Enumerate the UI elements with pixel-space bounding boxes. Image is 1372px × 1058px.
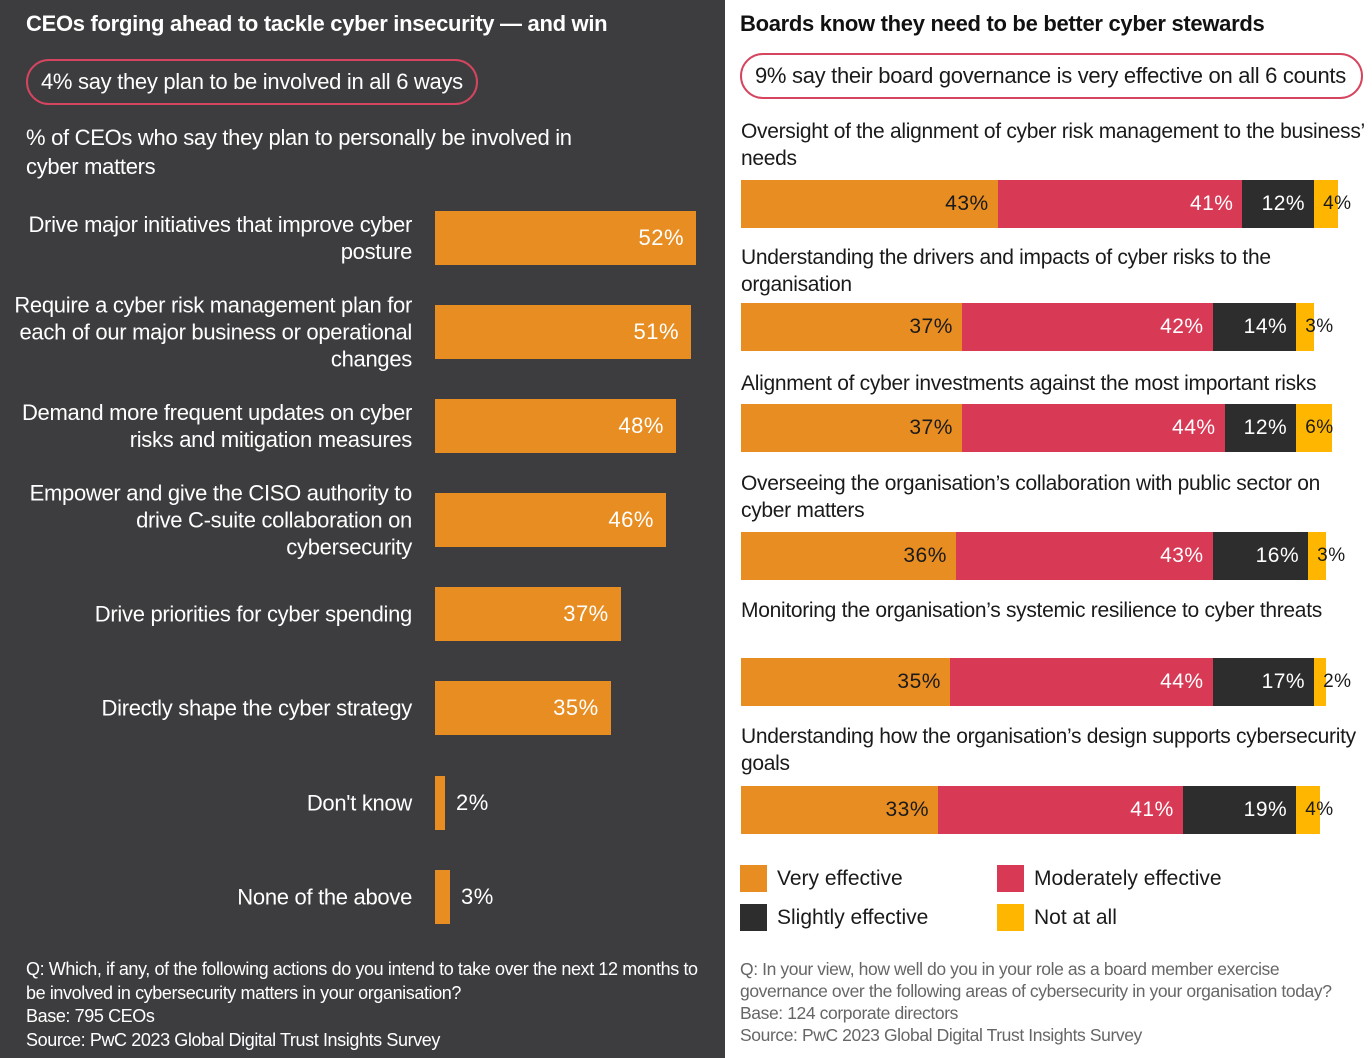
bar bbox=[435, 776, 446, 830]
legend-slightly-effective: Slightly effective bbox=[740, 904, 928, 931]
board-question: Q: In your view, how well do you in your… bbox=[740, 959, 1332, 1001]
ceo-panel-title: CEOs forging ahead to tackle cyber insec… bbox=[26, 11, 608, 36]
legend-moderately-effective: Moderately effective bbox=[997, 865, 1222, 892]
legend-very-effective: Very effective bbox=[740, 865, 903, 892]
segment-not-at-all: 2% bbox=[1314, 658, 1351, 706]
segment-not-at-all: 3% bbox=[1308, 532, 1345, 580]
segment-not-at-all: 6% bbox=[1296, 404, 1333, 452]
board-callout: 9% say their board governance is very ef… bbox=[740, 53, 1363, 99]
legend-not-at-all: Not at all bbox=[997, 904, 1117, 931]
bar bbox=[435, 211, 697, 265]
ceo-question: Q: Which, if any, of the following actio… bbox=[26, 959, 698, 1003]
category-label: Understanding the drivers and impacts of… bbox=[741, 246, 1271, 296]
segment-slightly-effective: 19% bbox=[1182, 786, 1297, 834]
segment-very-effective: 35% bbox=[741, 658, 950, 706]
legend-swatch bbox=[997, 865, 1024, 892]
category-label: Empower and give the CISO authority to d… bbox=[29, 480, 413, 560]
value-label: 46% bbox=[608, 507, 654, 532]
value-label: 3% bbox=[461, 884, 494, 909]
board-footnote: Q: In your view, how well do you in your… bbox=[740, 958, 1370, 1046]
legend-label: Not at all bbox=[1034, 905, 1117, 929]
segment-very-effective: 37% bbox=[741, 303, 962, 351]
category-label: None of the above bbox=[237, 884, 412, 910]
stacked-bar: 33% 41% 19% 4% bbox=[741, 786, 1341, 834]
ceo-subtitle: % of CEOs who say they plan to personall… bbox=[26, 125, 572, 179]
stacked-bar: 37% 44% 12% 6% bbox=[741, 404, 1341, 452]
segment-moderately-effective: 42% bbox=[961, 303, 1213, 351]
category-label: Require a cyber risk management plan for… bbox=[14, 292, 412, 372]
segment-moderately-effective: 44% bbox=[961, 404, 1225, 452]
category-label: Directly shape the cyber strategy bbox=[101, 695, 413, 721]
category-label: Oversight of the alignment of cyber risk… bbox=[741, 120, 1365, 170]
segment-not-at-all: 4% bbox=[1314, 180, 1351, 228]
ceo-base: Base: 795 CEOs bbox=[26, 1006, 155, 1026]
category-label: Don't know bbox=[306, 790, 412, 816]
bar bbox=[435, 681, 611, 735]
segment-not-at-all: 4% bbox=[1296, 786, 1333, 834]
board-source: Source: PwC 2023 Global Digital Trust In… bbox=[740, 1025, 1142, 1045]
segment-very-effective: 33% bbox=[741, 786, 938, 834]
segment-moderately-effective: 43% bbox=[955, 532, 1213, 580]
category-label: Alignment of cyber investments against t… bbox=[741, 372, 1317, 395]
legend-label: Very effective bbox=[777, 866, 903, 890]
ceo-callout: 4% say they plan to be involved in all 6… bbox=[26, 59, 478, 105]
bar bbox=[435, 399, 676, 453]
bar bbox=[435, 305, 692, 359]
bar bbox=[435, 870, 451, 924]
value-label: 35% bbox=[553, 695, 599, 720]
value-label: 2% bbox=[456, 790, 489, 815]
board-panel: Boards know they need to be better cyber… bbox=[725, 0, 1372, 1058]
category-label: Understanding how the organisation’s des… bbox=[741, 725, 1356, 775]
stacked-bar: 43% 41% 12% 4% bbox=[741, 180, 1351, 228]
ceo-panel: CEOs forging ahead to tackle cyber insec… bbox=[0, 0, 725, 1058]
category-label: Overseeing the organisation’s collaborat… bbox=[741, 472, 1320, 522]
segment-moderately-effective: 41% bbox=[997, 180, 1243, 228]
stacked-bar: 35% 44% 17% 2% bbox=[741, 658, 1351, 706]
segment-very-effective: 43% bbox=[741, 180, 998, 228]
legend-label: Slightly effective bbox=[777, 905, 929, 929]
board-base: Base: 124 corporate directors bbox=[740, 1003, 958, 1023]
segment-very-effective: 37% bbox=[741, 404, 962, 452]
legend-label: Moderately effective bbox=[1034, 866, 1222, 890]
stacked-bar: 37% 42% 14% 3% bbox=[741, 303, 1341, 351]
category-label: Demand more frequent updates on cyber ri… bbox=[21, 400, 412, 452]
board-panel-title: Boards know they need to be better cyber… bbox=[740, 11, 1265, 36]
segment-moderately-effective: 44% bbox=[949, 658, 1213, 706]
bar bbox=[435, 587, 621, 641]
value-label: 52% bbox=[638, 225, 685, 250]
legend-swatch bbox=[997, 904, 1024, 931]
category-label: Drive priorities for cyber spending bbox=[94, 601, 413, 627]
segment-not-at-all: 3% bbox=[1296, 303, 1333, 351]
value-label: 37% bbox=[563, 601, 609, 626]
ceo-source: Source: PwC 2023 Global Digital Trust In… bbox=[26, 1029, 440, 1050]
segment-slightly-effective: 16% bbox=[1212, 532, 1309, 580]
bar bbox=[435, 493, 666, 547]
segment-very-effective: 36% bbox=[741, 532, 956, 580]
stacked-bar: 36% 43% 16% 3% bbox=[741, 532, 1345, 580]
segment-slightly-effective: 14% bbox=[1212, 303, 1297, 351]
category-label: Monitoring the organisation’s systemic r… bbox=[741, 599, 1322, 622]
segment-moderately-effective: 41% bbox=[938, 786, 1183, 834]
category-label: Drive major initiatives that improve cyb… bbox=[28, 212, 412, 264]
ceo-footnote: Q: Which, if any, of the following actio… bbox=[26, 958, 706, 1052]
value-label: 51% bbox=[633, 319, 680, 344]
segment-slightly-effective: 17% bbox=[1212, 658, 1315, 706]
value-label: 48% bbox=[618, 413, 664, 438]
segment-slightly-effective: 12% bbox=[1242, 180, 1315, 228]
segment-slightly-effective: 12% bbox=[1224, 404, 1297, 452]
legend-swatch bbox=[740, 904, 767, 931]
legend-swatch bbox=[740, 865, 767, 892]
